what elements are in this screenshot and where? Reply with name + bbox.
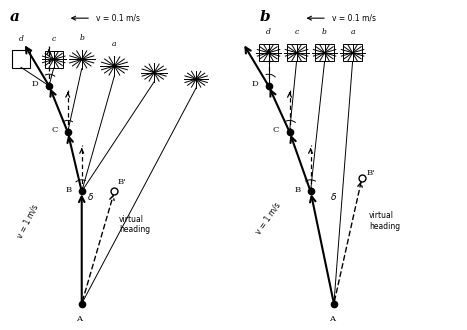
Text: B: B bbox=[294, 186, 300, 194]
Text: v = 1 m/s: v = 1 m/s bbox=[255, 200, 283, 235]
Text: d: d bbox=[266, 28, 271, 36]
Bar bbox=[288, 44, 306, 61]
Bar bbox=[12, 50, 30, 69]
Text: δ: δ bbox=[331, 193, 337, 203]
Text: a: a bbox=[350, 28, 355, 36]
Text: B': B' bbox=[118, 179, 126, 186]
Text: v = 1 m/s: v = 1 m/s bbox=[16, 203, 40, 240]
Bar bbox=[45, 51, 63, 68]
Text: virtual
heading: virtual heading bbox=[369, 211, 400, 231]
Text: C: C bbox=[273, 126, 279, 134]
Text: b: b bbox=[79, 34, 84, 42]
Text: a: a bbox=[9, 10, 19, 24]
Text: d: d bbox=[19, 35, 23, 43]
Text: v = 0.1 m/s: v = 0.1 m/s bbox=[332, 14, 375, 23]
Text: c: c bbox=[51, 35, 56, 43]
Text: A: A bbox=[329, 315, 334, 323]
Text: B': B' bbox=[367, 169, 375, 177]
Text: C: C bbox=[51, 126, 57, 134]
Text: c: c bbox=[294, 28, 299, 36]
Text: D: D bbox=[252, 80, 258, 88]
Text: A: A bbox=[77, 315, 82, 323]
Text: virtual
heading: virtual heading bbox=[119, 214, 150, 234]
Text: b: b bbox=[259, 10, 270, 24]
Text: B: B bbox=[65, 186, 71, 194]
Text: v = 0.1 m/s: v = 0.1 m/s bbox=[96, 14, 140, 23]
Text: b: b bbox=[322, 28, 327, 36]
Bar bbox=[260, 44, 277, 61]
Text: a: a bbox=[112, 40, 117, 48]
Text: D: D bbox=[32, 80, 39, 88]
Bar bbox=[344, 44, 362, 61]
Bar bbox=[316, 44, 334, 61]
Text: δ: δ bbox=[88, 193, 94, 203]
